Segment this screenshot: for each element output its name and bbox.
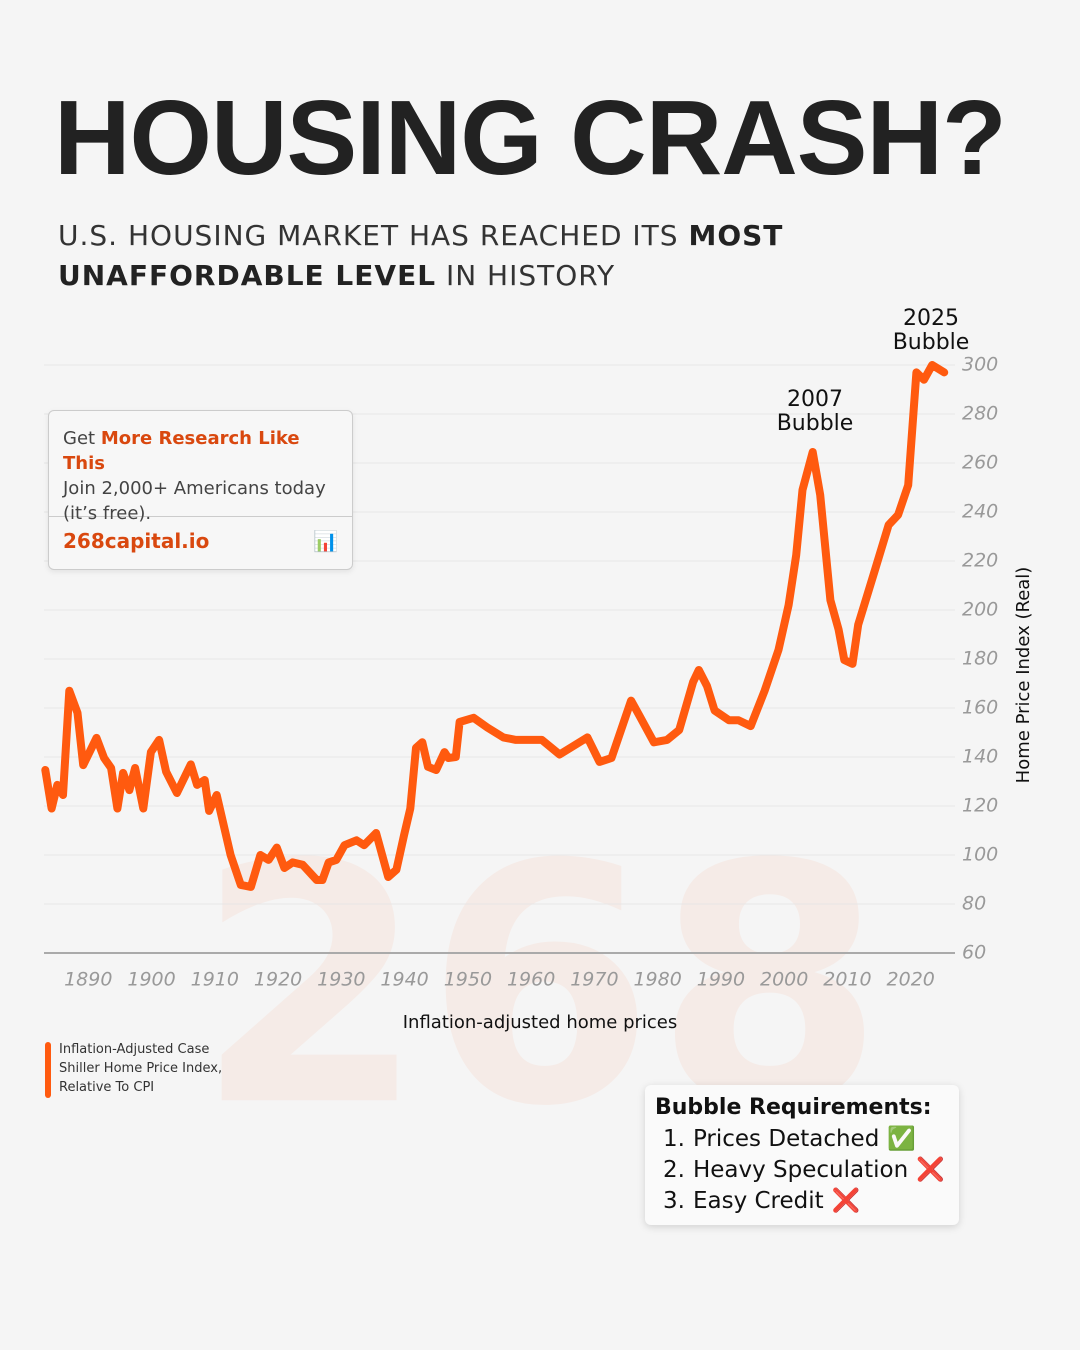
- x-tick-label: 1920: [254, 969, 302, 991]
- promo-highlight: More Research Like This: [63, 428, 300, 474]
- x-tick-label: 2020: [887, 969, 935, 991]
- requirement-text: Prices Detached: [692, 1126, 880, 1152]
- x-tick-label: 1950: [444, 969, 492, 991]
- title: HOUSING CRASH?: [54, 79, 1007, 197]
- requirement: 3. Easy Credit ❌: [663, 1187, 868, 1214]
- y-tick-label: 180: [962, 648, 998, 670]
- promo-icon: 📊: [313, 529, 338, 553]
- y-tick-label: 160: [962, 697, 998, 719]
- promo-lead: Get: [63, 428, 96, 449]
- requirement-number: 2.: [663, 1157, 685, 1183]
- requirement: 1. Prices Detached ✅: [663, 1125, 924, 1152]
- x-tick-label: 2000: [760, 969, 808, 991]
- annotation: 2025 Bubble: [892, 306, 970, 355]
- requirements-title: Bubble Requirements:: [655, 1095, 932, 1120]
- y-axis-label: Home Price Index (Real): [1013, 567, 1034, 784]
- y-tick-label: 80: [962, 893, 986, 915]
- legend: Inflation-Adjusted Case Shiller Home Pri…: [45, 1040, 235, 1098]
- promo-text: Get More Research Like This Join 2,000+ A…: [49, 411, 352, 524]
- subtitle-text: U.S. HOUSING MARKET HAS REACHED ITS: [58, 219, 679, 252]
- requirement: 2. Heavy Speculation ❌: [663, 1156, 953, 1183]
- subtitle-text: IN HISTORY: [445, 259, 616, 292]
- y-tick-label: 200: [962, 599, 998, 621]
- subtitle: U.S. HOUSING MARKET HAS REACHED ITS MOST…: [58, 216, 838, 296]
- x-tick-label: 1970: [570, 969, 618, 991]
- requirement-number: 1.: [663, 1126, 685, 1152]
- x-tick-label: 1900: [127, 969, 175, 991]
- subtitle-emphasis: MOST UNAFFORDABLE LEVEL: [58, 219, 784, 292]
- requirement-icon: ✅: [887, 1126, 916, 1152]
- requirement-number: 3.: [663, 1188, 685, 1214]
- x-tick-label: 1960: [507, 969, 555, 991]
- x-tick-label: 2010: [823, 969, 871, 991]
- requirement-text: Heavy Speculation: [692, 1157, 909, 1183]
- requirement-icon: ❌: [916, 1157, 945, 1183]
- x-tick-label: 1910: [191, 969, 239, 991]
- annotation: 2007 Bubble: [776, 387, 854, 436]
- legend-swatch: [45, 1042, 51, 1098]
- y-tick-label: 280: [962, 403, 998, 425]
- y-tick-label: 140: [962, 746, 998, 768]
- y-tick-label: 120: [962, 795, 998, 817]
- y-tick-label: 100: [962, 844, 998, 866]
- promo-link[interactable]: 268capital.io: [63, 529, 210, 553]
- x-tick-label: 1980: [633, 969, 681, 991]
- x-tick-label: 1930: [317, 969, 365, 991]
- y-tick-label: 220: [962, 550, 998, 572]
- y-tick-label: 60: [962, 942, 986, 964]
- requirement-text: Easy Credit: [692, 1188, 824, 1214]
- y-tick-label: 240: [962, 501, 998, 523]
- data-line: [41, 361, 949, 891]
- y-tick-label: 300: [962, 354, 998, 376]
- requirement-icon: ❌: [831, 1188, 861, 1214]
- promo-box: Get More Research Like This Join 2,000+ A…: [48, 410, 353, 570]
- promo-body: Join 2,000+ Americans today (it’s free).: [63, 478, 326, 524]
- x-tick-label: 1990: [697, 969, 745, 991]
- y-tick-label: 260: [962, 452, 998, 474]
- x-axis-label: Inflation-adjusted home prices: [403, 1012, 678, 1033]
- x-tick-label: 1890: [64, 969, 112, 991]
- x-tick-label: 1940: [380, 969, 428, 991]
- legend-label: Inflation-Adjusted Case Shiller Home Pri…: [59, 1042, 223, 1095]
- requirements-box: Bubble Requirements: 1. Prices Detached ✅ 2…: [645, 1085, 959, 1225]
